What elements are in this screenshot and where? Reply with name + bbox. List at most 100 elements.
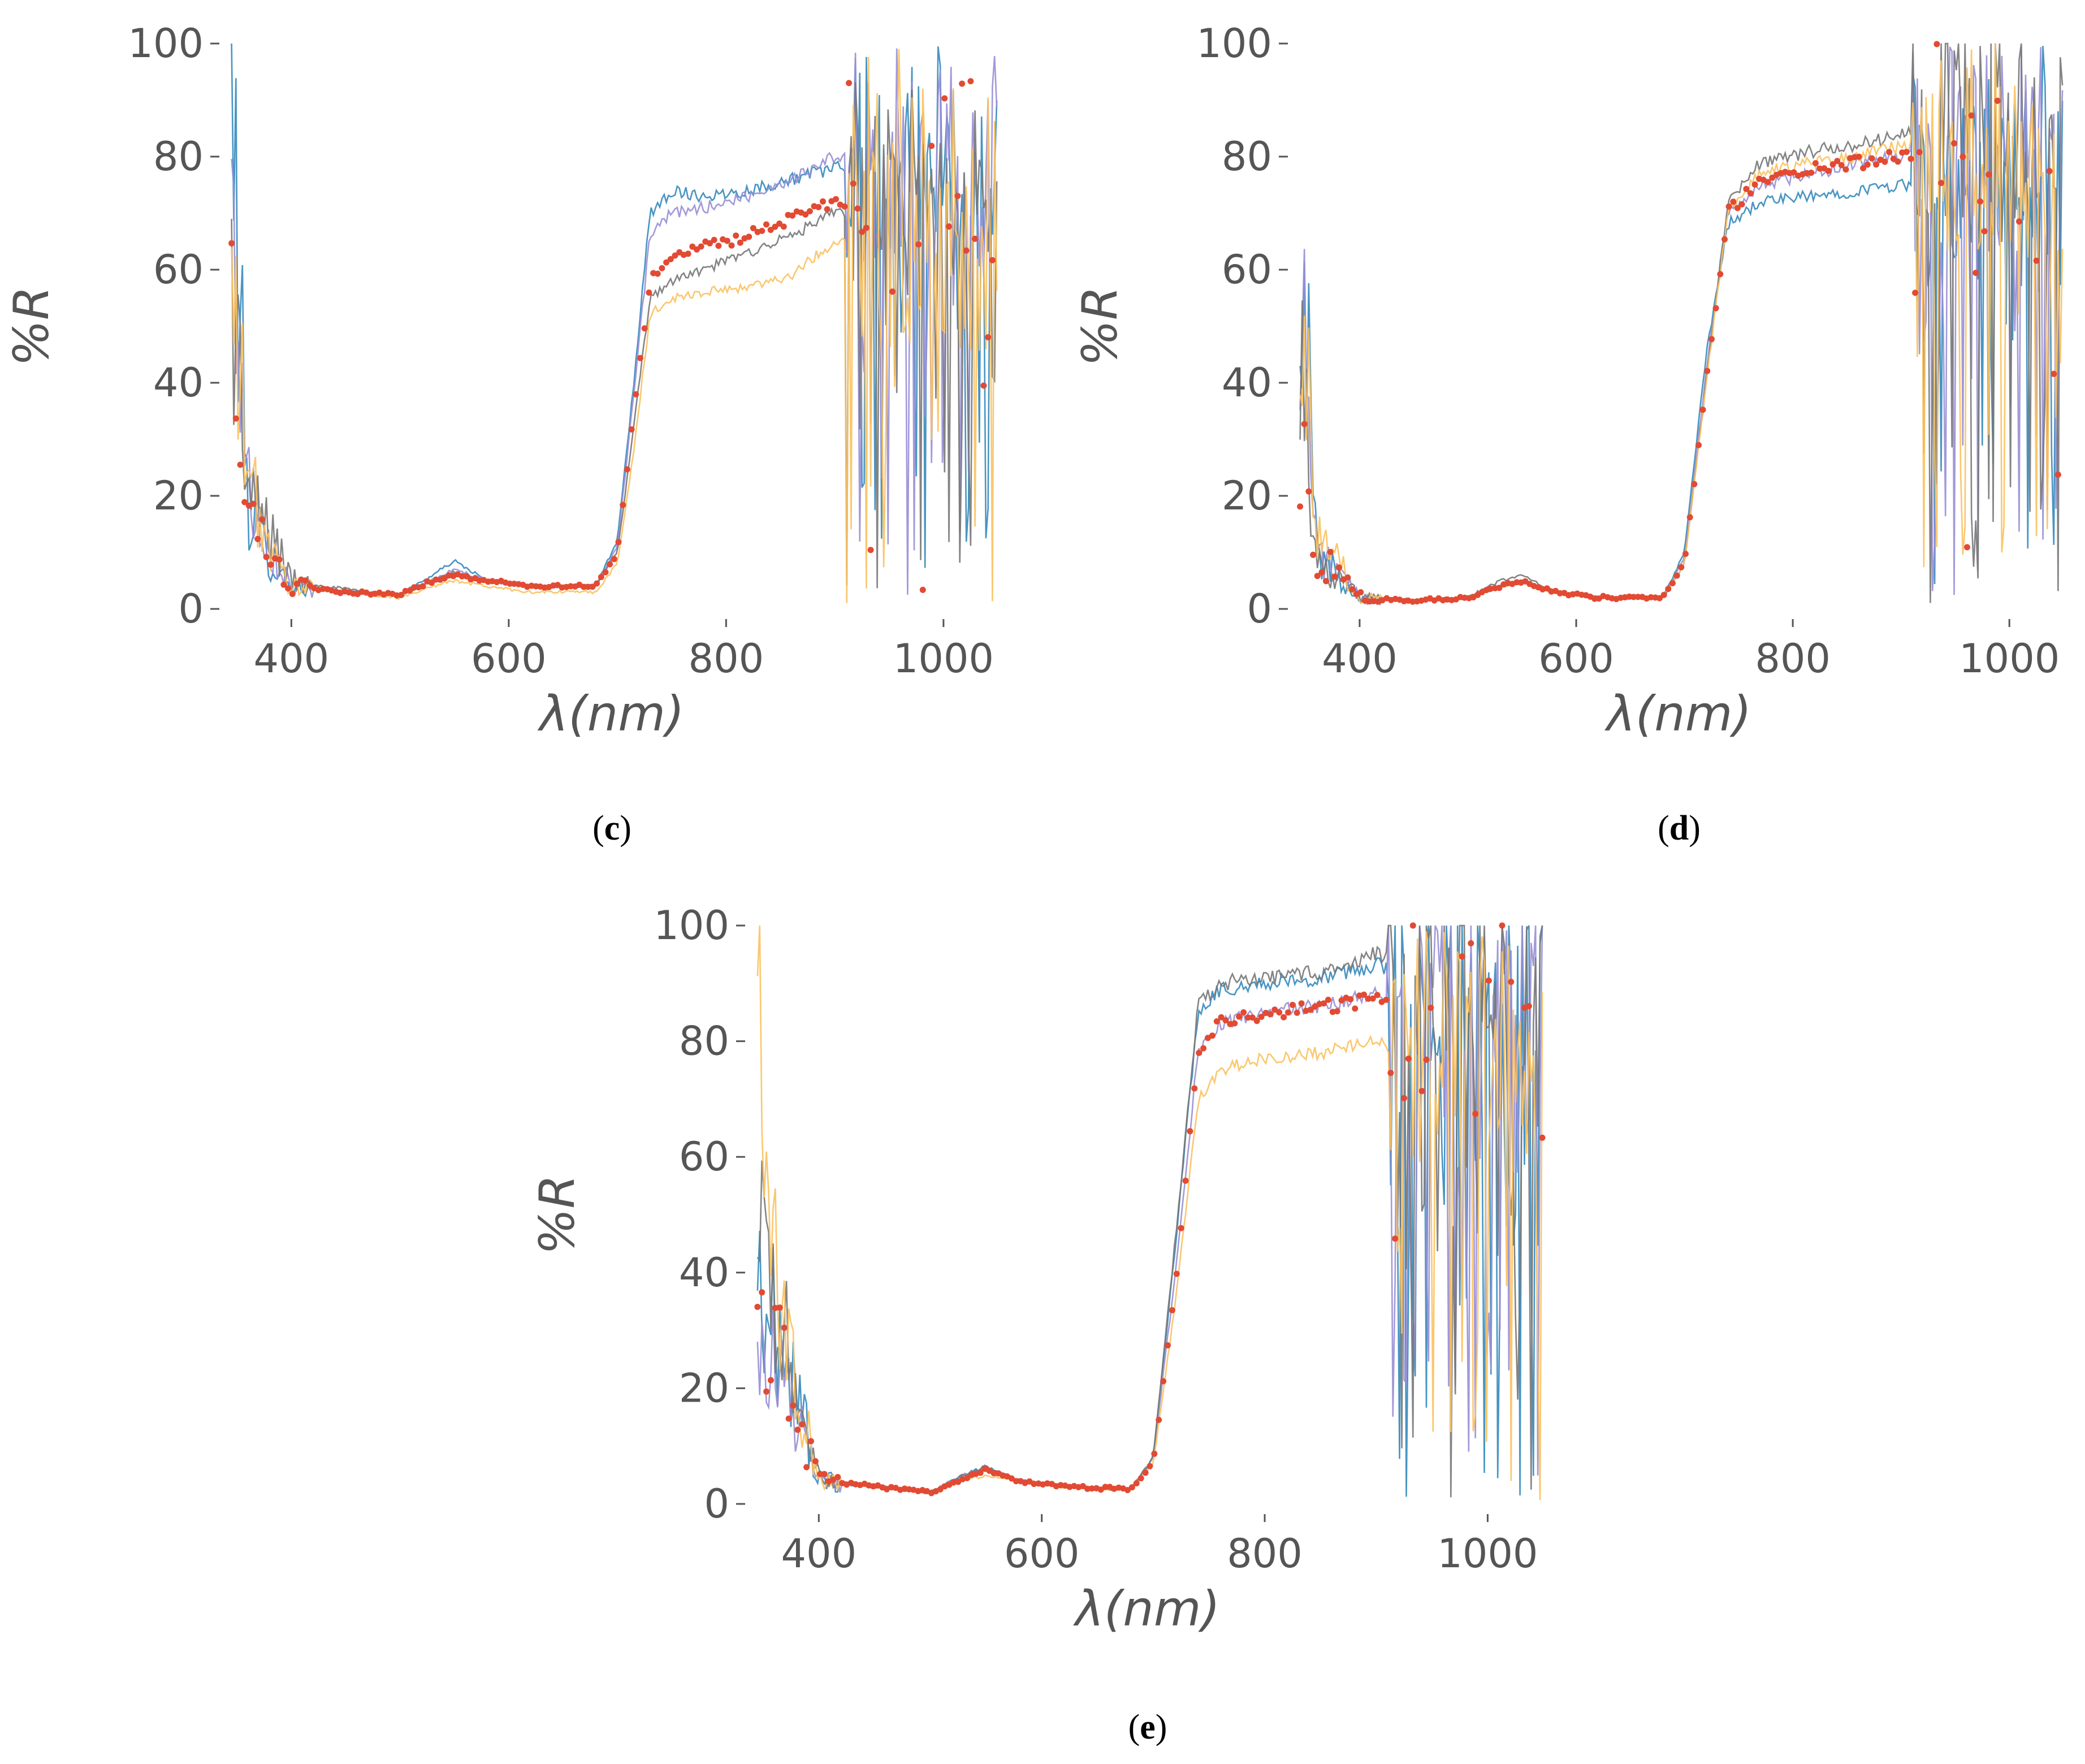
data-point-red <box>463 573 470 580</box>
data-point-red <box>1151 1450 1158 1457</box>
panel-label: (c) <box>592 809 631 848</box>
data-point-red <box>821 1471 828 1477</box>
data-point-red <box>867 547 874 554</box>
data-point-red <box>1985 171 1992 178</box>
data-point-red <box>1178 1225 1184 1231</box>
data-point-red <box>1468 940 1474 946</box>
data-point-red <box>1156 1416 1162 1423</box>
data-point-red <box>1743 185 1750 192</box>
data-point-red <box>258 516 265 523</box>
series-red <box>754 922 1546 1497</box>
data-point-red <box>685 250 691 257</box>
data-point-red <box>585 583 591 590</box>
data-point-red <box>1764 179 1771 185</box>
x-tick-label: 400 <box>254 635 330 682</box>
data-point-red <box>628 426 635 433</box>
data-point-red <box>637 354 643 361</box>
panel-letter: c <box>604 809 620 848</box>
data-point-red <box>1485 977 1492 984</box>
data-point-red <box>1725 203 1732 210</box>
data-point-red <box>1682 551 1689 557</box>
data-point-red <box>1084 1485 1091 1492</box>
data-point-red <box>746 234 752 240</box>
y-axis-label: %R <box>529 1175 586 1255</box>
data-point-red <box>785 1415 792 1422</box>
data-point-red <box>1182 1177 1189 1184</box>
data-point-red <box>1508 979 1515 985</box>
data-point-red <box>1418 1088 1425 1095</box>
data-point-red <box>1808 170 1815 176</box>
data-point-red <box>254 535 261 542</box>
y-tick-label: 60 <box>679 1134 729 1180</box>
chart-panel-c: 0 20 40 60 80 100 400 600 800 1000 λ(nm) %R (c) <box>3 20 998 848</box>
data-point-red <box>1525 1003 1532 1009</box>
data-point-red <box>667 256 674 262</box>
data-point-red <box>1708 336 1715 343</box>
data-point-red <box>1331 573 1338 580</box>
data-point-red <box>228 240 235 247</box>
data-point-red <box>824 206 830 213</box>
data-point-red <box>1496 585 1503 591</box>
data-point-red <box>759 227 765 234</box>
x-tick-label: 800 <box>1227 1530 1303 1577</box>
data-point-red <box>1829 161 1836 168</box>
data-point-red <box>754 1304 761 1310</box>
x-axis-label: λ(nm) <box>537 686 684 742</box>
data-point-red <box>698 243 704 250</box>
data-point-red <box>850 180 857 187</box>
data-point-red <box>846 80 853 87</box>
data-point-red <box>1699 407 1706 413</box>
data-point-red <box>1334 1008 1340 1015</box>
x-tick-label: 800 <box>1755 635 1831 682</box>
data-point-red <box>1102 1484 1109 1490</box>
data-point-red <box>1401 1095 1407 1101</box>
data-point-red <box>1459 953 1465 960</box>
y-tick-label: 80 <box>153 133 204 180</box>
panel-letter: e <box>1140 1708 1156 1746</box>
data-point-red <box>1305 488 1312 495</box>
data-point-red <box>1790 169 1797 176</box>
data-point-red <box>302 577 309 584</box>
data-point-red <box>1344 574 1351 581</box>
data-point-red <box>1730 198 1737 205</box>
data-point-red <box>1124 1487 1131 1493</box>
data-point-red <box>830 1476 837 1483</box>
data-point-red <box>1097 1486 1104 1493</box>
data-point-red <box>937 1486 944 1493</box>
x-tick-label: 400 <box>1322 635 1398 682</box>
x-tick-label: 1000 <box>893 635 994 682</box>
data-point-red <box>763 221 769 228</box>
data-point-red <box>2054 472 2061 478</box>
y-tick-label: 0 <box>704 1481 729 1527</box>
data-point-red <box>1903 149 1910 155</box>
data-point-red <box>1751 181 1758 188</box>
data-point-red <box>1916 149 1923 155</box>
data-point-red <box>950 1479 957 1486</box>
data-point-red <box>1665 586 1672 593</box>
data-point-red <box>293 581 300 587</box>
data-point-red <box>1213 1018 1220 1024</box>
y-tick-label: 100 <box>1196 20 1272 67</box>
data-point-red <box>411 584 418 591</box>
data-point-red <box>1543 585 1550 592</box>
data-point-red <box>1428 1005 1434 1011</box>
data-point-red <box>1472 1110 1479 1117</box>
data-point-red <box>790 1402 797 1409</box>
y-tick-label: 40 <box>1222 360 1272 406</box>
data-point-red <box>1365 996 1372 1002</box>
data-point-red <box>928 142 935 149</box>
x-tick-label: 1000 <box>1437 1530 1538 1577</box>
data-point-red <box>1673 572 1680 579</box>
data-point-red <box>641 325 648 332</box>
data-point-red <box>977 1469 984 1476</box>
data-point-red <box>1691 481 1698 487</box>
y-tick-label: 40 <box>679 1250 729 1296</box>
data-point-red <box>859 228 866 235</box>
x-tick-label: 600 <box>471 635 547 682</box>
data-point-red <box>1271 1006 1278 1013</box>
y-tick-label: 80 <box>1222 133 1272 180</box>
series-line-purple <box>1299 46 2064 606</box>
data-point-red <box>1907 155 1914 162</box>
data-point-red <box>1013 1478 1019 1485</box>
